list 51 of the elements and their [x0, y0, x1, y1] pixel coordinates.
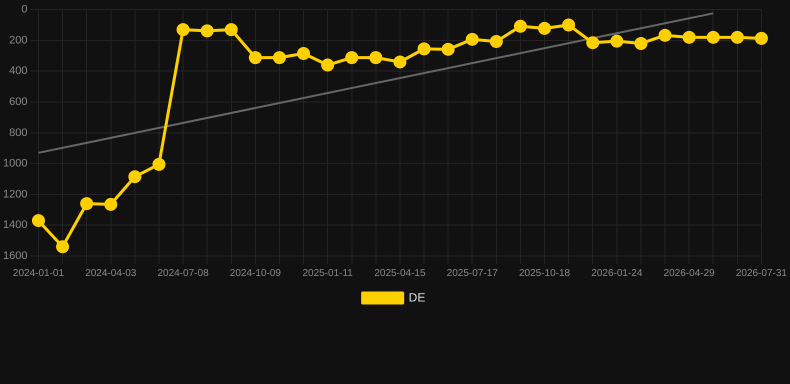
- point: [466, 32, 479, 46]
- point: [682, 30, 696, 44]
- point: [538, 22, 552, 35]
- y-tick-label: 400: [9, 65, 28, 78]
- point: [730, 30, 744, 44]
- x-tick-label: 2024-04-03: [85, 268, 137, 279]
- y-tick-label: 1200: [2, 188, 28, 200]
- point: [248, 51, 262, 64]
- point: [176, 23, 190, 36]
- y-tick-label: 600: [9, 96, 28, 108]
- x-tick-label: 2026-04-29: [664, 268, 716, 279]
- x-tick-label: 2024-01-01: [12, 268, 64, 279]
- point: [490, 34, 503, 48]
- point: [224, 23, 238, 36]
- point: [369, 51, 382, 64]
- point: [634, 36, 648, 50]
- x-tick-label: 2025-10-18: [518, 268, 571, 279]
- point: [345, 51, 358, 64]
- point: [562, 18, 576, 32]
- point: [152, 158, 166, 171]
- point: [321, 58, 334, 72]
- point: [658, 28, 672, 42]
- y-tick-label: 1600: [2, 250, 28, 262]
- point: [104, 198, 118, 211]
- point: [442, 42, 455, 56]
- x-tick-label: 2025-01-11: [302, 268, 354, 279]
- x-tick-label: 2026-01-24: [591, 268, 643, 279]
- x-tick-label: 2024-07-08: [157, 268, 210, 279]
- x-tick-label: 2025-04-15: [374, 268, 426, 279]
- point: [586, 36, 600, 50]
- y-tick-label: 1400: [2, 219, 28, 232]
- x-tick-label: 2024-10-09: [230, 268, 282, 279]
- point: [128, 170, 142, 184]
- point: [754, 32, 768, 45]
- point: [272, 51, 286, 64]
- point: [200, 24, 214, 38]
- y-tick-label: 800: [9, 126, 28, 139]
- legend-label: DE: [408, 290, 426, 304]
- x-tick-label: 2026-07-31: [736, 268, 788, 279]
- point: [80, 197, 94, 210]
- point: [610, 34, 624, 48]
- y-tick-label: 200: [9, 34, 28, 46]
- y-tick-label: 1000: [2, 158, 28, 170]
- point: [393, 55, 406, 68]
- y-tick-label: 0: [21, 4, 28, 16]
- point: [514, 20, 527, 33]
- point: [297, 46, 310, 60]
- x-tick-label: 2025-07-17: [446, 268, 498, 279]
- point: [56, 240, 70, 254]
- point: [706, 30, 720, 44]
- point: [418, 42, 431, 56]
